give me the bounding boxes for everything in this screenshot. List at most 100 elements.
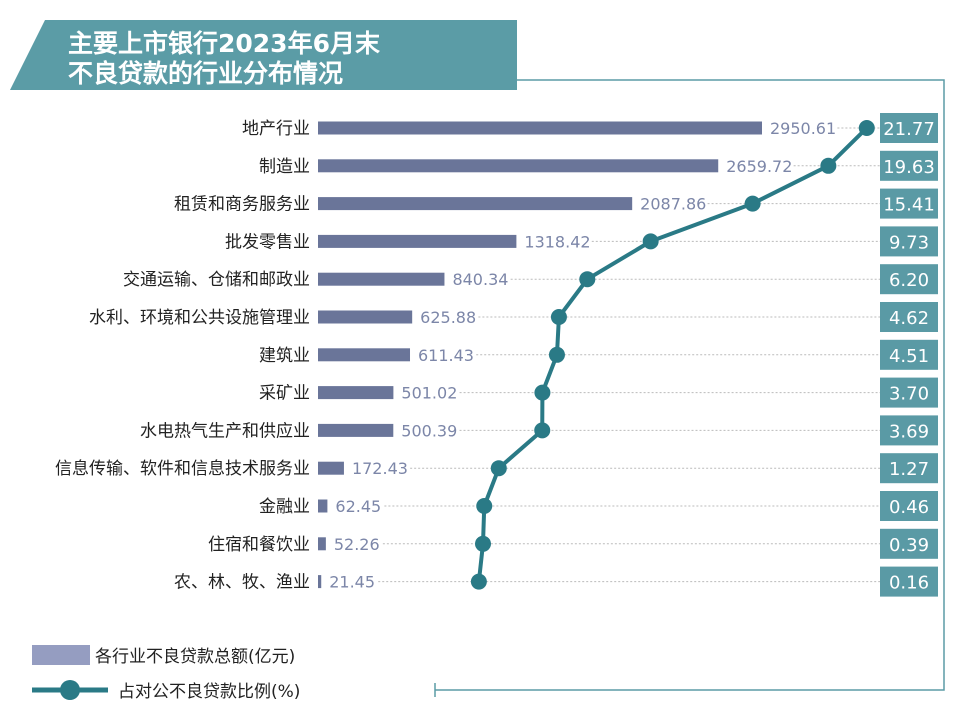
category-label: 农、林、牧、渔业 [174,573,310,593]
bar-value-label: 501.02 [401,384,457,403]
pct-box [880,491,938,521]
bar-value-label: 62.45 [335,497,381,516]
chart-title-line1: 主要上市银行2023年6月末 [68,29,380,58]
pct-box [880,528,938,559]
bar [318,348,411,362]
bar [318,121,762,135]
line-point [470,573,487,590]
pct-box [880,302,938,332]
line-point [490,460,507,477]
category-label: 交通运输、仓储和邮政业 [123,270,310,290]
bar [318,310,413,324]
category-label: 水利、环境和公共设施管理业 [89,308,310,328]
bar-value-label: 611.43 [418,346,474,365]
frame-line [435,79,945,691]
legend-line-marker [60,680,80,700]
line-point [548,346,565,363]
pct-value-label: 9.73 [889,232,929,253]
bar-row: 建筑业 611.43 4.51 [259,339,938,370]
bar-value-label: 2087.86 [640,195,706,214]
pct-value-label: 15.41 [883,195,935,216]
chart-title-line2: 不良贷款的行业分布情况 [68,59,343,88]
pct-box [880,415,938,446]
category-label: 金融业 [259,497,310,517]
pct-box [880,113,938,143]
legend-bar-label: 各行业不良贷款总额(亿元) [95,647,295,667]
bar-row: 地产行业 2950.61 21.77 [242,113,938,143]
bar-row: 水电热气生产和供应业 500.39 3.69 [140,415,938,446]
line-point [579,271,596,288]
legend-line-label: 占对公不良贷款比例(%) [118,682,300,702]
bar-row: 水利、环境和公共设施管理业 625.88 4.62 [89,302,938,332]
bar [318,386,394,400]
bar-row: 制造业 2659.72 19.63 [259,150,938,181]
bar [318,575,322,589]
pct-box [880,566,938,597]
pct-value-label: 19.63 [883,157,935,178]
legend: 各行业不良贷款总额(亿元) 占对公不良贷款比例(%) [32,645,300,702]
bar-row: 信息传输、软件和信息技术服务业 172.43 1.27 [55,453,938,484]
line-point [858,120,875,136]
pct-value-label: 1.27 [889,459,929,480]
bar-row: 金融业 62.45 0.46 [259,491,938,521]
pct-box [880,226,938,257]
bar-value-label: 2659.72 [726,157,792,176]
line-point [476,498,493,514]
category-label: 租赁和商务服务业 [174,195,310,215]
bar [318,234,517,248]
bar-row: 交通运输、仓储和邮政业 840.34 6.20 [123,264,938,295]
pct-box [880,188,938,219]
line-point [550,309,567,325]
pct-value-label: 21.77 [883,119,935,140]
bar [318,461,344,475]
bar-value-label: 500.39 [401,421,457,440]
bar-row: 农、林、牧、渔业 21.45 0.16 [174,566,938,597]
pct-box [880,377,938,408]
bar [318,197,633,211]
line-point [744,195,761,212]
line-point [534,422,551,439]
bar-value-label: 172.43 [352,459,408,478]
pct-box [880,453,938,484]
pct-value-label: 6.20 [889,270,929,291]
line-point [642,233,659,250]
pct-value-label: 3.70 [889,384,929,405]
pct-value-label: 4.51 [889,346,929,367]
title-banner [10,20,517,90]
bar [318,159,719,173]
bar [318,423,394,437]
bar-value-label: 52.26 [334,535,380,554]
category-label: 信息传输、软件和信息技术服务业 [55,459,310,479]
bar [318,499,328,513]
category-label: 建筑业 [259,346,310,366]
pct-value-label: 0.16 [889,573,929,594]
pct-box [880,339,938,370]
bar-row: 租赁和商务服务业 2087.86 15.41 [174,188,938,219]
bar-value-label: 840.34 [452,270,508,289]
pct-value-label: 4.62 [889,308,929,329]
bar-value-label: 21.45 [329,573,375,592]
bar [318,272,445,286]
bar-value-label: 2950.61 [770,119,836,138]
bar [318,537,326,551]
pct-box [880,264,938,295]
pct-value-label: 3.69 [889,421,929,442]
pct-value-label: 0.46 [889,497,929,518]
pct-value-label: 0.39 [889,535,929,556]
line-point [820,157,837,174]
bar-row: 批发零售业 1318.42 9.73 [225,226,938,257]
category-label: 水电热气生产和供应业 [140,421,310,441]
line-point [534,384,551,401]
category-label: 地产行业 [242,119,310,139]
category-label: 批发零售业 [225,232,310,252]
category-label: 采矿业 [259,384,310,404]
category-label: 住宿和餐饮业 [208,535,310,555]
bar-row: 采矿业 501.02 3.70 [259,377,938,408]
bar-value-label: 625.88 [420,308,476,327]
bar-value-label: 1318.42 [524,232,590,251]
bar-row: 住宿和餐饮业 52.26 0.39 [208,528,938,559]
line-point [475,535,492,552]
pct-box [880,150,938,181]
category-label: 制造业 [259,157,310,177]
